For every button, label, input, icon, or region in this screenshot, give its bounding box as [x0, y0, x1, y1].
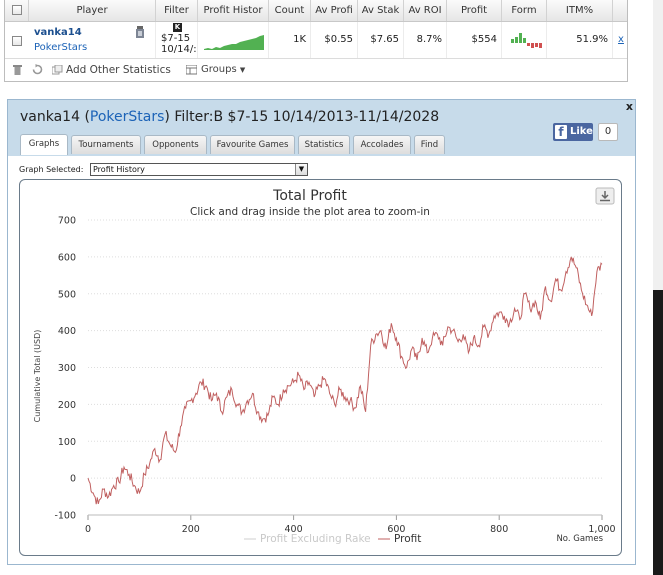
- add-other-statistics-button[interactable]: Add Other Statistics: [66, 64, 171, 76]
- col-av-stake[interactable]: Av Stak: [358, 0, 404, 21]
- profit-chart[interactable]: -100 0 100 200 300 400 500 600 700 0 200 400 600 800…: [20, 180, 621, 555]
- title-filter: Filter:B $7-15 10/14/2013-11/14/2028: [174, 109, 440, 125]
- profit-window: vanka14 (PokerStars) Filter:B $7-15 10/1…: [7, 99, 636, 565]
- y-tick-label: 300: [58, 363, 76, 374]
- like-label: Like: [570, 126, 593, 137]
- window-title: vanka14 (PokerStars) Filter:B $7-15 10/1…: [20, 109, 440, 125]
- chevron-down-icon: ▼: [239, 66, 246, 74]
- y-tick-label: 200: [58, 400, 76, 411]
- remove-row-link[interactable]: x: [618, 34, 624, 45]
- title-network-link[interactable]: PokerStars: [89, 109, 165, 125]
- graph-select[interactable]: Profit History ▼: [90, 163, 308, 176]
- y-tick-label: 500: [58, 289, 76, 300]
- row-check-cell: [5, 22, 29, 58]
- profit-cell: $554: [447, 22, 502, 58]
- filter-cell: K $7-15 10/14/:: [156, 22, 198, 58]
- table-row[interactable]: vanka14 PokerStars K $7-15 10/14/: 1K $0…: [5, 22, 627, 59]
- graph-selected-label: Graph Selected:: [19, 165, 84, 174]
- stats-toolbar: Add Other Statistics Groups ▼: [5, 60, 627, 80]
- player-cell: vanka14 PokerStars: [29, 22, 156, 58]
- player-name[interactable]: vanka14: [34, 27, 82, 38]
- y-tick-label: 600: [58, 252, 76, 263]
- tab-favourite-games[interactable]: Favourite Games: [210, 135, 295, 154]
- profit-history-cell: [198, 22, 269, 58]
- title-player: vanka14: [20, 109, 80, 125]
- chart-title: Total Profit: [272, 188, 347, 204]
- download-icon[interactable]: [595, 187, 615, 205]
- col-player[interactable]: Player: [29, 0, 156, 21]
- tab-statistics[interactable]: Statistics: [298, 135, 350, 154]
- filter-stake: $7-15: [161, 33, 191, 44]
- y-axis-ticks: -100 0 100 200 300 400 500 600 700: [54, 216, 76, 522]
- col-av-roi[interactable]: Av ROI: [404, 0, 447, 21]
- col-profit-history[interactable]: Profit Histor: [198, 0, 269, 21]
- col-filter[interactable]: Filter: [156, 0, 198, 21]
- chevron-down-icon[interactable]: ▼: [295, 164, 307, 175]
- tab-tournaments[interactable]: Tournaments: [71, 135, 141, 154]
- col-actions: [613, 0, 629, 21]
- count-cell: 1K: [269, 22, 311, 58]
- profit-series-line: [87, 256, 603, 505]
- groups-icon: [186, 65, 197, 75]
- y-tick-label: -100: [54, 511, 76, 522]
- chart-container[interactable]: -100 0 100 200 300 400 500 600 700 0 200 400 600 800…: [19, 179, 622, 556]
- groups-button[interactable]: Groups ▼: [201, 63, 245, 77]
- x-tick-label: 200: [182, 524, 200, 535]
- stats-header: Player Filter Profit Histor Count Av Pro…: [5, 0, 627, 22]
- player-avatar-icon[interactable]: [136, 26, 144, 38]
- legend-item-profit[interactable]: Profit: [394, 533, 421, 545]
- like-count: 0: [598, 123, 618, 141]
- profit-history-sparkline[interactable]: [198, 22, 269, 58]
- remove-cell: x: [613, 22, 629, 58]
- y-tick-label: 0: [70, 474, 76, 485]
- y-tick-label: 700: [58, 216, 76, 227]
- av-stake-cell: $7.65: [358, 22, 404, 58]
- right-edge-dark: [653, 290, 663, 575]
- form-cell: [502, 22, 547, 58]
- col-profit[interactable]: Profit: [447, 0, 502, 21]
- x-axis-ticks: 0 200 400 600 800 1,000: [85, 514, 616, 535]
- x-tick-label: 0: [85, 524, 91, 535]
- window-header: vanka14 (PokerStars) Filter:B $7-15 10/1…: [8, 100, 635, 156]
- player-network[interactable]: PokerStars: [34, 42, 88, 53]
- col-form[interactable]: Form: [502, 0, 547, 21]
- close-icon[interactable]: x: [625, 100, 633, 113]
- tab-graphs[interactable]: Graphs: [20, 134, 68, 155]
- y-axis-label: Cumulative Total (USD): [33, 330, 42, 423]
- select-all-checkbox[interactable]: [12, 5, 22, 15]
- col-av-profit[interactable]: Av Profi: [311, 0, 358, 21]
- groups-label: Groups: [201, 64, 237, 75]
- av-roi-cell: 8.7%: [404, 22, 447, 58]
- col-itm[interactable]: ITM%: [547, 0, 613, 21]
- trash-icon[interactable]: [13, 64, 22, 78]
- tab-opponents[interactable]: Opponents: [144, 135, 207, 154]
- graph-select-value: Profit History: [93, 165, 145, 174]
- col-count[interactable]: Count: [269, 0, 311, 21]
- x-axis-label: No. Games: [556, 534, 603, 544]
- select-all-cell: [5, 0, 29, 21]
- stats-panel: Player Filter Profit Histor Count Av Pro…: [4, 0, 628, 82]
- tab-accolades[interactable]: Accolades: [353, 135, 411, 154]
- facebook-like-button[interactable]: f Like: [553, 123, 593, 141]
- av-profit-cell: $0.55: [311, 22, 358, 58]
- right-edge-light: [653, 0, 663, 290]
- row-checkbox[interactable]: [12, 36, 22, 46]
- refresh-icon[interactable]: [32, 64, 43, 78]
- add-stats-icon: [52, 65, 63, 75]
- facebook-icon: f: [555, 125, 567, 139]
- tab-find[interactable]: Find: [414, 135, 445, 154]
- chart-grid: [88, 219, 602, 516]
- x-tick-label: 800: [490, 524, 508, 535]
- x-tick-label: 1,000: [588, 524, 615, 535]
- legend-item-excl-rake[interactable]: Profit Excluding Rake: [260, 533, 371, 545]
- filter-date: 10/14/:: [161, 44, 197, 55]
- form-chart[interactable]: [502, 22, 547, 58]
- x-tick-label: 400: [285, 524, 303, 535]
- chart-subtitle: Click and drag inside the plot area to z…: [190, 206, 430, 218]
- y-tick-label: 400: [58, 326, 76, 337]
- x-tick-label: 600: [387, 524, 405, 535]
- itm-cell: 51.9%: [547, 22, 613, 58]
- y-tick-label: 100: [58, 437, 76, 448]
- filter-badge[interactable]: K: [173, 23, 182, 32]
